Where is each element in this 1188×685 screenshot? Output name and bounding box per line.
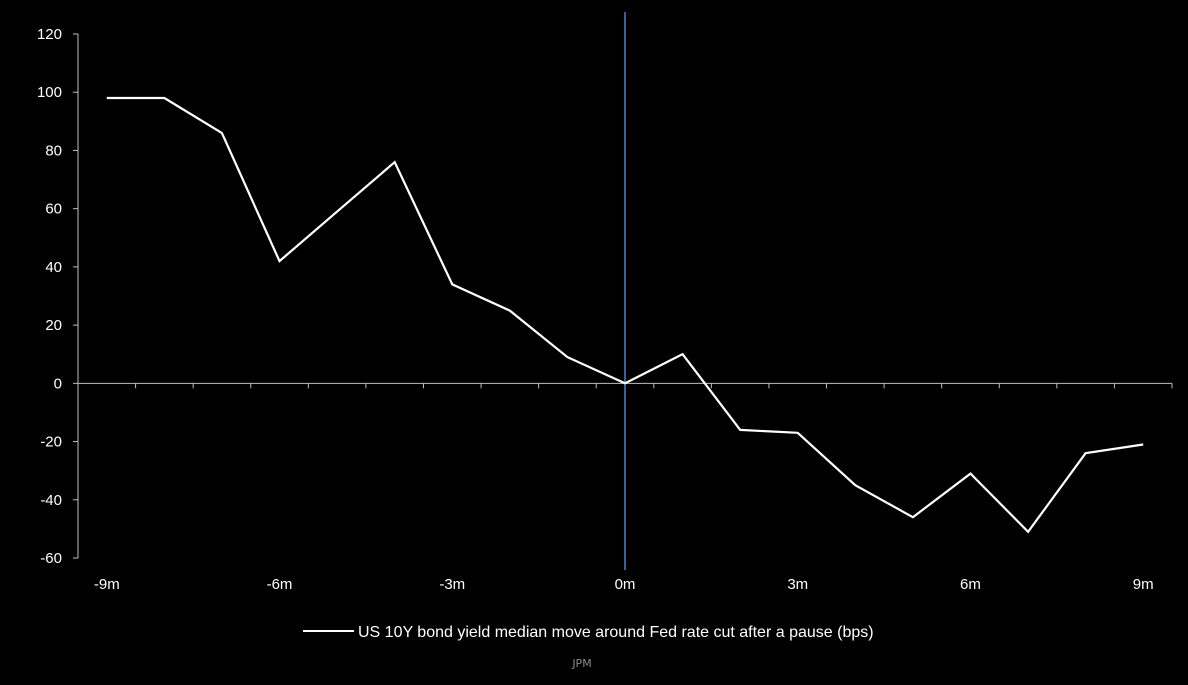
x-tick-label: 3m	[787, 576, 808, 593]
series-group	[106, 96, 1144, 534]
y-tick-label: 20	[45, 317, 62, 334]
x-tick-label: -9m	[94, 576, 120, 593]
y-tick-label: 0	[54, 375, 62, 392]
y-tick-label: 40	[45, 259, 62, 276]
x-tick-label: 6m	[960, 576, 981, 593]
legend-label: US 10Y bond yield median move around Fed…	[358, 624, 874, 641]
x-tick-label: 9m	[1133, 576, 1154, 593]
y-tick-label: -20	[40, 434, 62, 451]
series-line	[106, 96, 1144, 534]
source-label: JPM	[571, 657, 591, 670]
x-tick-label: -6m	[267, 576, 293, 593]
y-axis: 120 100 80 60 40 20 0 -20 -40 -60	[37, 26, 79, 567]
y-tick-label: -60	[40, 550, 62, 567]
y-tick-label: 60	[45, 201, 62, 218]
legend: US 10Y bond yield median move around Fed…	[303, 624, 874, 641]
y-tick-label: 100	[37, 84, 62, 101]
y-tick-label: -40	[40, 492, 62, 509]
y-tick-label: 80	[45, 142, 62, 159]
y-tick-label: 120	[37, 26, 62, 43]
x-tick-label: -3m	[439, 576, 465, 593]
x-tick-label: 0m	[615, 576, 636, 593]
